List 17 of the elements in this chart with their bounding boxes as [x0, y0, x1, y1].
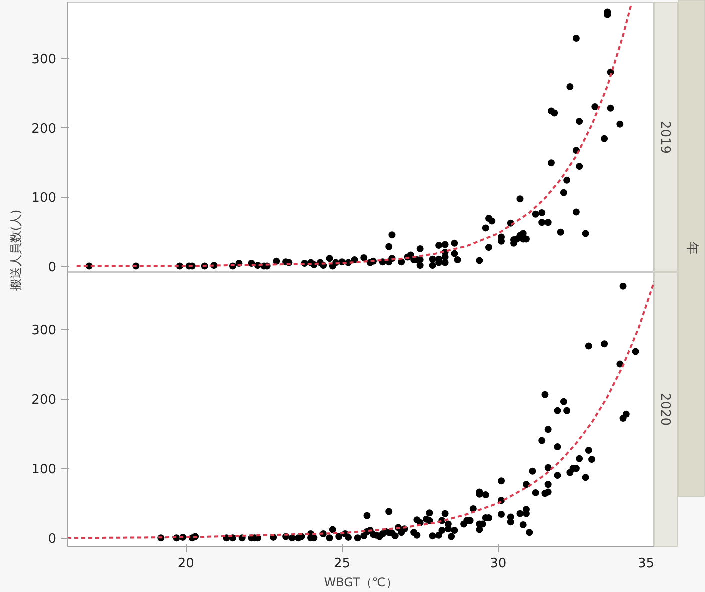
x-tick-label: 35	[638, 556, 655, 572]
x-tick-label: 20	[178, 556, 194, 572]
y-tick-label: 300	[32, 324, 57, 339]
text: 年	[684, 242, 700, 255]
y-tick-label: 200	[32, 393, 57, 408]
x-tick-label: 30	[490, 556, 507, 572]
y-tick-label: 0	[48, 532, 57, 548]
y-tick-label: 200	[32, 122, 57, 137]
y-tick-label: 0	[48, 260, 57, 276]
y-axis-title: 搬送人員数(人)	[8, 210, 23, 292]
y-tick-label: 300	[32, 52, 57, 68]
y-tick-label: 100	[32, 462, 57, 478]
y-tick-label: 100	[32, 191, 57, 206]
x-tick-label: 25	[334, 556, 351, 572]
x-axis-title: WBGT（℃）	[324, 576, 398, 590]
text: 2019	[658, 120, 672, 154]
text: 2020	[658, 392, 672, 426]
